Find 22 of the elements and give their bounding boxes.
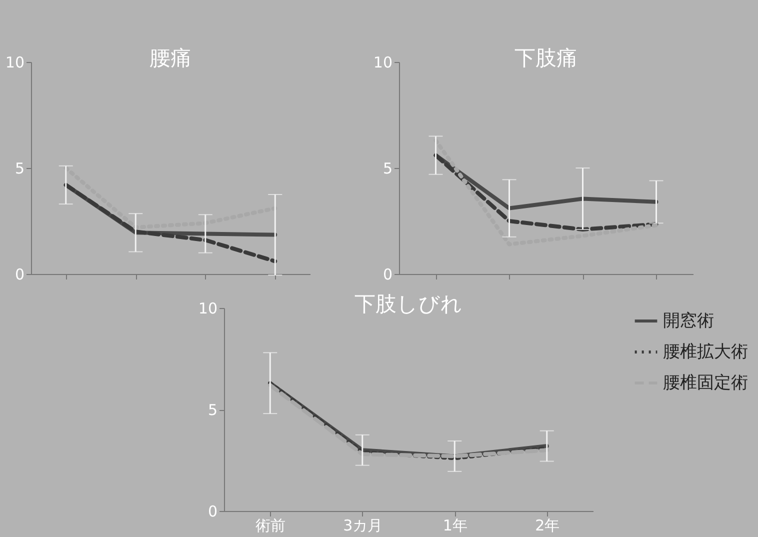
y-tick-label: 5 [14, 160, 24, 178]
y-tick-label: 10 [373, 54, 392, 72]
x-tick-label: 1年 [442, 516, 468, 534]
y-tick-label: 10 [5, 54, 24, 72]
x-tick-label: 2年 [535, 516, 560, 534]
x-tick-label: 3カ月 [343, 516, 383, 534]
y-tick-label: 5 [208, 401, 218, 419]
y-tick-label: 0 [14, 266, 24, 284]
chart-title: 腰痛 [150, 46, 192, 70]
legend-label: 開窓術 [663, 311, 714, 331]
chart-title: 下肢痛 [514, 46, 578, 70]
y-tick-label: 10 [198, 300, 218, 318]
y-tick-label: 0 [208, 502, 218, 520]
y-tick-label: 5 [382, 160, 392, 178]
line-series [64, 182, 278, 264]
legend-label: 腰椎拡大術 [663, 342, 748, 362]
line-series [434, 138, 658, 246]
chart-title: 下肢しびれ [354, 292, 462, 316]
line-series [64, 166, 278, 230]
legend-label: 腰椎固定術 [663, 373, 748, 393]
x-tick-label: 術前 [256, 516, 286, 534]
y-tick-label: 0 [382, 266, 392, 284]
